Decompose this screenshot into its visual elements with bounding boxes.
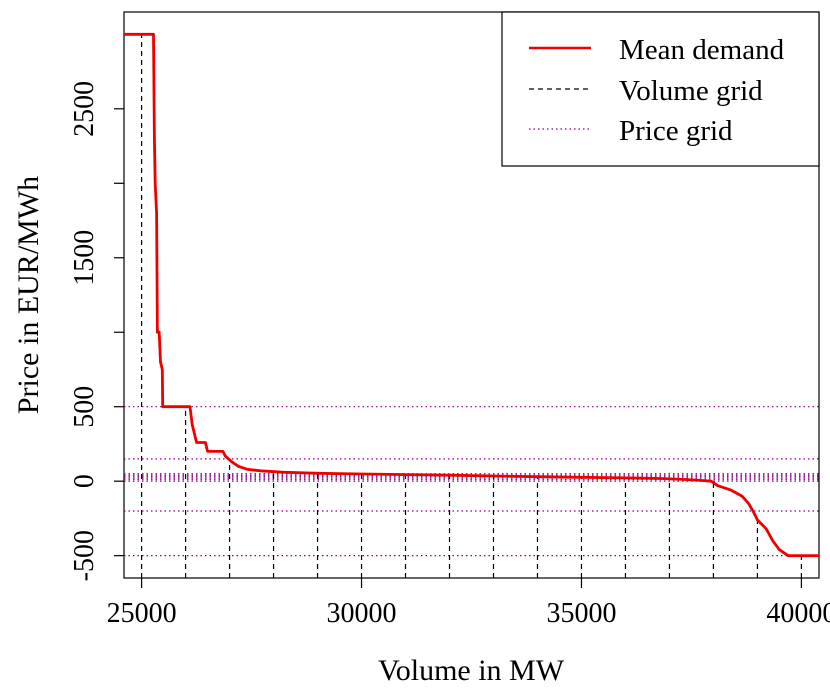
y-tick-label: 1500 [69, 230, 100, 286]
x-tick-label: 30000 [327, 598, 397, 629]
legend: Mean demand Volume grid Price grid [501, 11, 820, 167]
volume-grid-lines [140, 34, 803, 578]
x-tick-label: 35000 [546, 598, 616, 629]
price-grid-lines [124, 406, 819, 557]
legend-label-price-grid: Price grid [619, 115, 733, 147]
mean-demand-line [124, 32, 819, 558]
y-tick-label: 500 [69, 386, 100, 428]
y-axis-label: Price in EUR/MWh [12, 176, 45, 414]
y-tick-label: 0 [69, 474, 100, 488]
legend-box [501, 11, 820, 167]
x-tick-label: 25000 [107, 598, 177, 629]
y-tick-label: 2500 [69, 81, 100, 137]
x-axis-label: Volume in MW [378, 654, 565, 687]
legend-label-mean-demand: Mean demand [619, 34, 785, 66]
legend-label-volume-grid: Volume grid [619, 75, 763, 107]
x-axis: 25000 30000 35000 40000 [107, 578, 830, 629]
x-tick-label: 40000 [766, 598, 830, 629]
y-axis: -500 0 500 1500 2500 [69, 81, 124, 581]
plot-frame [123, 11, 820, 579]
y-tick-label: -500 [69, 530, 100, 581]
series-layer [124, 32, 819, 558]
